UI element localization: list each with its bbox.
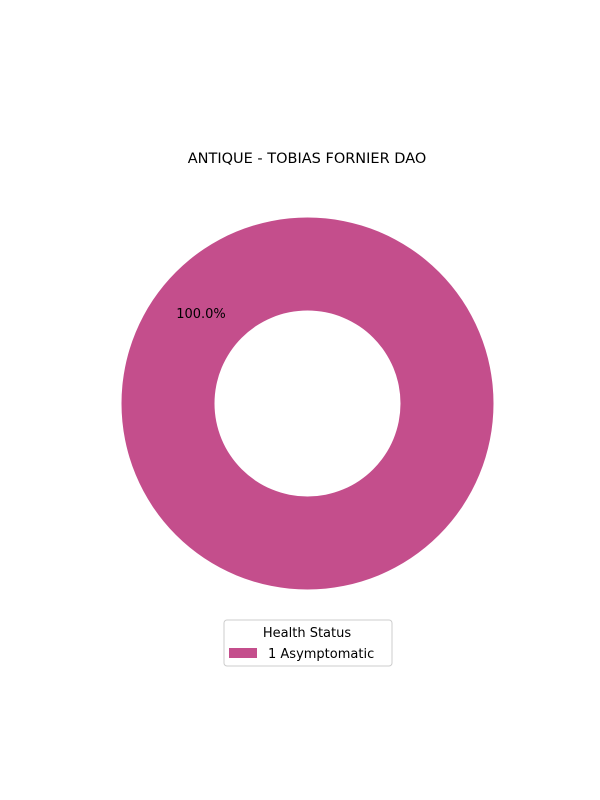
legend-swatch [229, 648, 257, 658]
legend-frame [223, 619, 393, 667]
legend-title: Health Status [263, 626, 351, 641]
legend-entries: 1 Asymptomatic [229, 647, 374, 662]
chart-title: ANTIQUE - TOBIAS FORNIER DAO [188, 151, 427, 167]
percent-labels: 100.0% [176, 307, 226, 322]
donut-slices [121, 217, 494, 590]
percent-label: 100.0% [176, 307, 226, 322]
legend: Health Status 1 Asymptomatic [223, 619, 393, 667]
donut-slice [121, 217, 494, 590]
legend-entry-label: 1 Asymptomatic [268, 647, 374, 662]
